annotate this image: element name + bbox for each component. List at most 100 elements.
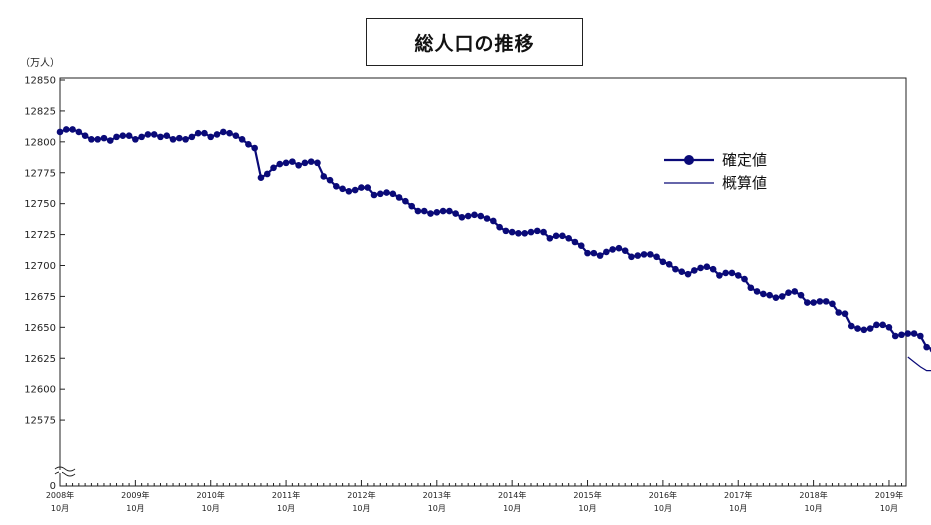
data-point <box>452 210 459 217</box>
y-tick-label: 12775 <box>24 168 56 179</box>
data-point <box>125 132 133 139</box>
data-point <box>490 217 497 225</box>
data-point <box>697 264 704 272</box>
data-point <box>213 131 221 138</box>
data-point <box>389 190 397 198</box>
data-point <box>835 309 843 316</box>
data-point <box>640 251 648 258</box>
data-point <box>527 228 535 236</box>
x-tick-year: 2016年 <box>649 490 677 500</box>
data-point <box>609 246 616 253</box>
data-point <box>289 158 296 165</box>
data-point <box>458 213 466 221</box>
data-point <box>546 234 554 242</box>
data-point <box>333 183 340 190</box>
data-point <box>791 288 799 295</box>
y-tick-label: 12850 <box>24 76 56 87</box>
data-point <box>665 260 673 268</box>
data-point <box>822 298 830 305</box>
data-point <box>621 247 629 254</box>
data-point <box>778 293 786 300</box>
data-point <box>402 197 409 205</box>
data-point <box>772 294 780 301</box>
data-point <box>477 212 485 220</box>
data-point <box>276 160 284 168</box>
x-tick-year: 2008年 <box>46 490 74 500</box>
data-point <box>891 332 899 340</box>
data-point <box>804 299 811 306</box>
data-point <box>56 128 64 136</box>
data-point <box>841 310 849 318</box>
x-tick-year: 2010年 <box>197 490 225 500</box>
data-point <box>766 291 773 299</box>
data-point <box>898 331 905 339</box>
y-tick-label-zero: 0 <box>50 481 56 492</box>
data-point <box>119 132 127 139</box>
data-point <box>219 128 227 136</box>
chart-title: 総人口の推移 <box>414 32 535 55</box>
data-point <box>917 332 924 340</box>
data-point <box>358 184 365 191</box>
data-point <box>785 289 792 297</box>
x-tick-month: 10月 <box>654 504 672 513</box>
data-point <box>188 133 196 141</box>
data-point <box>910 330 918 337</box>
x-tick-year: 2015年 <box>573 490 601 500</box>
data-point <box>923 343 930 351</box>
x-tick-year: 2017年 <box>724 490 752 500</box>
data-point <box>238 136 246 143</box>
data-point <box>515 230 522 237</box>
data-point <box>132 136 139 143</box>
data-point <box>703 263 711 271</box>
data-point <box>615 244 623 252</box>
data-point <box>182 136 189 143</box>
data-point <box>747 284 755 292</box>
data-point <box>760 290 767 298</box>
data-point <box>565 234 572 242</box>
y-tick-label: 12600 <box>24 385 56 396</box>
y-tick-label: 12675 <box>24 292 56 303</box>
x-tick-month: 10月 <box>202 504 220 513</box>
data-point <box>169 136 177 143</box>
data-point <box>370 191 378 199</box>
data-point <box>100 134 108 142</box>
data-point <box>314 159 321 167</box>
data-point <box>634 252 642 259</box>
data-point <box>446 207 453 215</box>
data-point <box>741 275 748 283</box>
data-point <box>590 249 598 257</box>
data-point <box>797 291 805 299</box>
x-tick-year: 2011年 <box>272 490 300 500</box>
data-point <box>81 132 89 139</box>
data-point <box>351 186 359 194</box>
data-point <box>75 128 83 136</box>
data-point <box>728 269 736 277</box>
series-line-0 <box>59 128 931 351</box>
axis-break-gap <box>59 470 62 473</box>
data-point <box>521 230 529 237</box>
data-point <box>307 158 315 165</box>
data-point <box>653 253 660 261</box>
legend-label-confirmed: 確定値 <box>722 151 767 169</box>
data-point <box>138 133 145 141</box>
data-point <box>571 238 579 246</box>
data-point <box>471 211 478 219</box>
data-point <box>672 265 679 273</box>
data-point <box>345 188 353 195</box>
data-point <box>106 137 114 144</box>
data-point <box>201 129 208 137</box>
data-point <box>464 212 472 220</box>
data-point <box>88 136 95 143</box>
data-point <box>584 249 591 257</box>
data-point <box>904 330 912 337</box>
y-axis-label: （万人） <box>20 57 60 69</box>
x-tick-year: 2013年 <box>423 490 451 500</box>
data-point <box>577 242 585 250</box>
data-point <box>257 174 265 181</box>
data-point <box>226 129 233 137</box>
data-point <box>383 189 390 196</box>
data-point <box>885 324 893 331</box>
y-tick-label: 12700 <box>24 261 56 272</box>
data-point <box>816 298 824 305</box>
data-point <box>176 134 183 142</box>
